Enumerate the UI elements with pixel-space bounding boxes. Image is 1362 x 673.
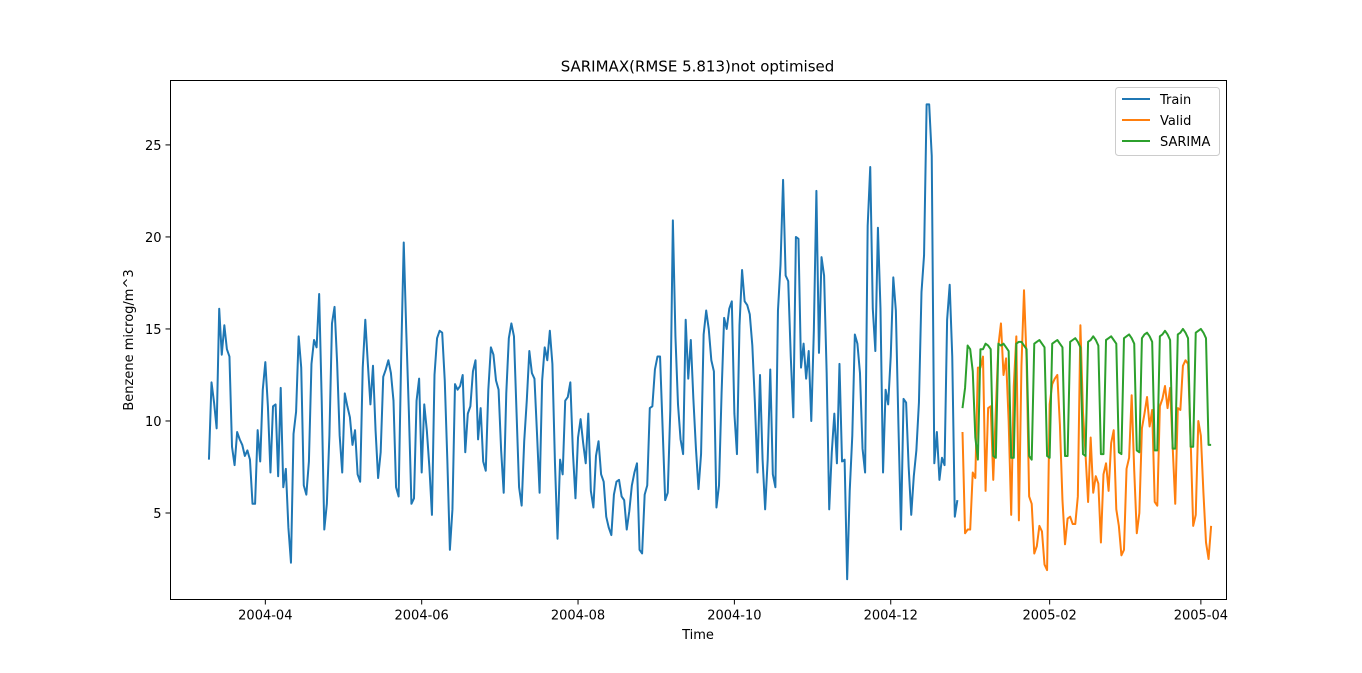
y-axis-label: Benzene microg/m^3 [122,269,137,410]
series-line-sarima [961,327,1212,461]
series-line-valid [961,289,1213,572]
x-tick-label: 2005-02 [1022,609,1076,624]
x-tick-label: 2004-10 [707,609,761,624]
chart-title: SARIMAX(RMSE 5.813)not optimised [561,58,835,76]
x-axis-label: Time [681,628,714,643]
y-axis: 5 10 15 20 25 [145,139,171,522]
y-tick-label: 20 [145,231,162,246]
y-tick-label: 5 [153,507,161,522]
series-layer [207,103,1213,581]
y-tick-label: 25 [145,139,162,154]
plot-area [207,103,1213,581]
series-line-train [207,103,959,581]
legend-label-sarima: SARIMA [1160,135,1210,150]
x-tick-label: 2005-04 [1174,609,1228,624]
legend-entries: Train Valid SARIMA [1122,93,1210,150]
legend-label-train: Train [1159,93,1191,108]
legend: Train Valid SARIMA [1115,87,1220,156]
x-tick-label: 2004-04 [238,609,292,624]
y-tick-label: 10 [145,415,162,430]
x-axis: 2004-04 2004-06 2004-08 2004-10 2004-12 2005-… [238,599,1228,624]
legend-label-valid: Valid [1160,114,1191,129]
x-tick-label: 2004-12 [864,609,918,624]
plot-frame [170,80,1227,600]
legend-frame [1115,87,1220,156]
x-tick-label: 2004-08 [551,609,605,624]
y-tick-label: 15 [145,323,162,338]
x-tick-label: 2004-06 [395,609,449,624]
